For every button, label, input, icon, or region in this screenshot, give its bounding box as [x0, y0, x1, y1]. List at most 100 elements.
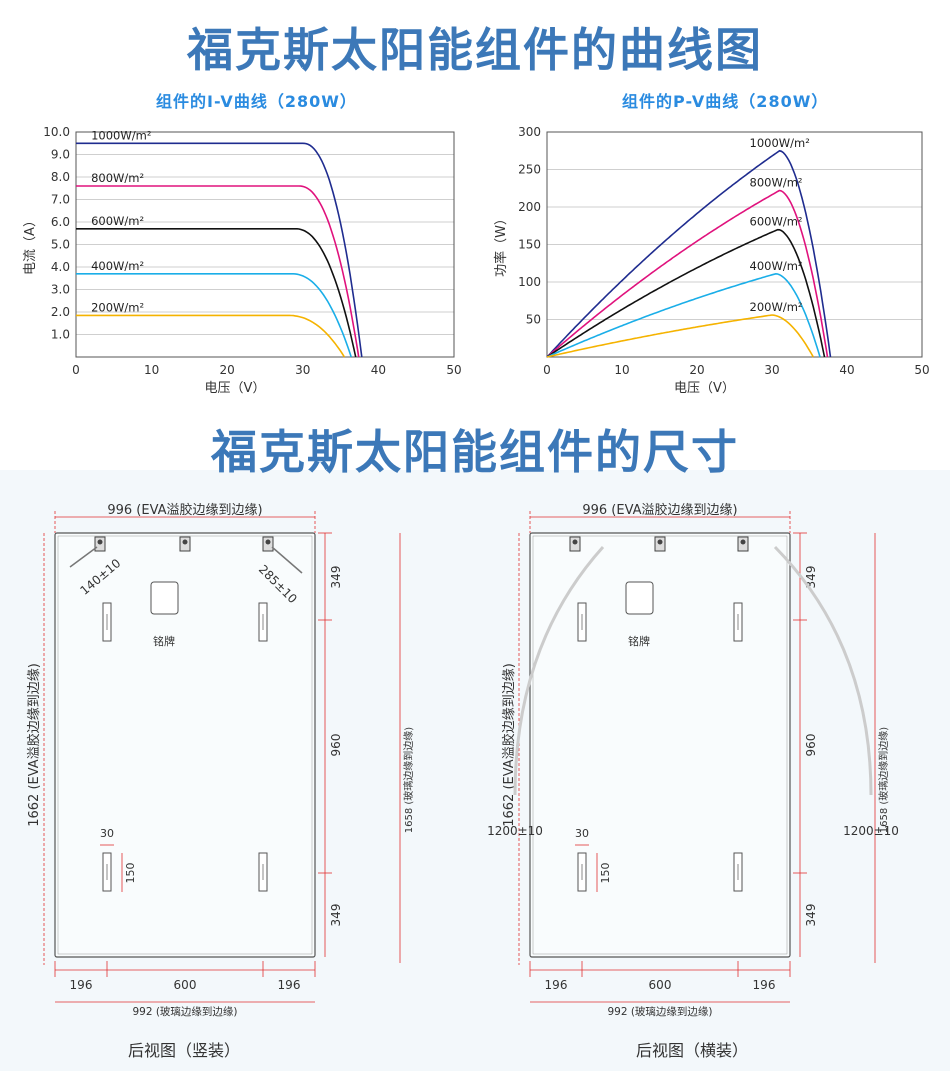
y-tick-label: 300	[518, 125, 541, 139]
y-tick-label: 8.0	[51, 170, 70, 184]
top-dimension: 996 (EVA溢胶边缘到边缘)	[582, 502, 737, 518]
x-tick-label: 20	[689, 363, 704, 377]
x-axis-label: 电压（V）	[674, 381, 735, 396]
panel-inner	[532, 535, 788, 955]
x-tick-label: 10	[614, 363, 629, 377]
series-line	[546, 272, 821, 358]
hole-width-label: 30	[575, 827, 589, 840]
cable	[271, 546, 303, 574]
y-tick-label: 7.0	[51, 193, 70, 207]
left-dimension: 1662 (EVA溢胶边缘到边缘)	[501, 663, 517, 827]
y-axis-label: 电流（A）	[23, 214, 38, 275]
junction-box-port	[97, 539, 103, 545]
series-label: 400W/m²	[750, 259, 803, 273]
pv-chart-title: 组件的P-V曲线（280W）	[622, 92, 829, 111]
series-line	[546, 314, 814, 358]
module-drawing-horizontal: 996 (EVA溢胶边缘到边缘) 1662 (EVA溢胶边缘到边缘) 1658 (玻…	[487, 502, 899, 1018]
y-tick-label: 150	[518, 238, 541, 252]
y-tick-label: 250	[518, 163, 541, 177]
y-tick-label: 10.0	[43, 125, 70, 139]
panel-frame	[54, 532, 316, 958]
panel-frame	[529, 532, 791, 958]
nameplate-label: 铭牌	[628, 634, 650, 648]
bottom-dimension: 992 (玻璃边缘到边缘)	[132, 1005, 237, 1018]
x-tick-label: 30	[295, 363, 310, 377]
y-tick-label: 200	[518, 200, 541, 214]
series-label: 400W/m²	[91, 259, 144, 273]
pv-chart-svg: 50 100 150 200 250 300 0 10 20 30 40 50 电压（V） 功率（W） 10…	[493, 125, 930, 396]
caption-horizontal: 后视图（横装）	[636, 1041, 749, 1060]
segment-dimension: 960	[804, 734, 818, 757]
nameplate-label: 铭牌	[153, 634, 175, 648]
y-tick-label: 3.0	[51, 283, 70, 297]
cable	[513, 545, 605, 796]
hole-height-label: 150	[599, 863, 612, 884]
top-dimension: 996 (EVA溢胶边缘到边缘)	[107, 502, 262, 518]
series-label: 800W/m²	[91, 171, 144, 185]
series-line	[76, 314, 346, 358]
cable-right-length: 1200±10	[843, 824, 899, 838]
hole-height-label: 150	[124, 863, 137, 884]
cable	[69, 546, 98, 568]
plot-frame	[546, 131, 923, 358]
iv-chart-svg: 1.0 2.0 3.0 4.0 5.0 6.0 7.0 8.0 9.0 10.0 0 10 20 30 40…	[23, 125, 462, 396]
series-line	[546, 149, 832, 358]
bottom-segment-dimension: 196	[545, 978, 568, 992]
segment-dimension: 349	[329, 904, 343, 927]
caption-vertical: 后视图（竖装）	[128, 1041, 241, 1060]
y-axis-label: 功率（W）	[493, 212, 509, 277]
x-tick-label: 50	[446, 363, 461, 377]
bottom-dimension: 992 (玻璃边缘到边缘)	[607, 1005, 712, 1018]
series-line	[76, 273, 352, 358]
series-line	[76, 228, 357, 358]
y-tick-label: 9.0	[51, 148, 70, 162]
y-tick-label: 100	[518, 275, 541, 289]
y-tick-label: 5.0	[51, 238, 70, 252]
module-drawing-vertical: 996 (EVA溢胶边缘到边缘) 1662 (EVA溢胶边缘到边缘) 1658 (玻…	[26, 502, 415, 1018]
bottom-segment-dimension: 600	[174, 978, 197, 992]
series-line	[546, 228, 826, 358]
x-tick-label: 20	[220, 363, 235, 377]
y-tick-label: 6.0	[51, 215, 70, 229]
x-tick-label: 40	[371, 363, 386, 377]
segment-dimension: 349	[329, 566, 343, 589]
series-label: 600W/m²	[91, 214, 144, 228]
segment-dimension: 349	[804, 566, 818, 589]
y-tick-label: 2.0	[51, 305, 70, 319]
left-dimension: 1662 (EVA溢胶边缘到边缘)	[26, 663, 42, 827]
cable	[773, 545, 873, 796]
junction-box-port	[740, 539, 746, 545]
series-label: 1000W/m²	[91, 128, 151, 142]
x-tick-label: 30	[764, 363, 779, 377]
series-line	[546, 189, 829, 358]
x-tick-label: 50	[914, 363, 929, 377]
series-label: 200W/m²	[750, 300, 803, 314]
right-dimension: 1658 (玻璃边缘到边缘)	[402, 727, 415, 834]
junction-box-port	[182, 539, 188, 545]
x-tick-label: 40	[839, 363, 854, 377]
series-label: 200W/m²	[91, 300, 144, 314]
series-line	[76, 142, 363, 358]
junction-box-port	[572, 539, 578, 545]
nameplate	[150, 581, 179, 615]
x-tick-label: 10	[144, 363, 159, 377]
segment-dimension: 960	[329, 734, 343, 757]
hole-width-label: 30	[100, 827, 114, 840]
junction-box-port	[265, 539, 271, 545]
page-title: 福克斯太阳能组件的曲线图	[187, 23, 763, 77]
panel-inner	[57, 535, 313, 955]
x-tick-label: 0	[72, 363, 80, 377]
series-line	[76, 185, 360, 358]
y-tick-label: 4.0	[51, 260, 70, 274]
y-tick-label: 1.0	[51, 328, 70, 342]
pv-chart: 50 100 150 200 250 300 0 10 20 30 40 50 电压（V） 功率（W） 10…	[475, 118, 950, 400]
bottom-segment-dimension: 196	[753, 978, 776, 992]
series-label: 600W/m²	[750, 215, 803, 229]
right-dimension: 1658 (玻璃边缘到边缘)	[877, 727, 890, 834]
nameplate	[625, 581, 654, 615]
bottom-segment-dimension: 196	[278, 978, 301, 992]
dimension-title: 福克斯太阳能组件的尺寸	[211, 425, 739, 479]
junction-box-port	[657, 539, 663, 545]
x-axis-label: 电压（V）	[205, 381, 266, 396]
bottom-segment-dimension: 600	[649, 978, 672, 992]
